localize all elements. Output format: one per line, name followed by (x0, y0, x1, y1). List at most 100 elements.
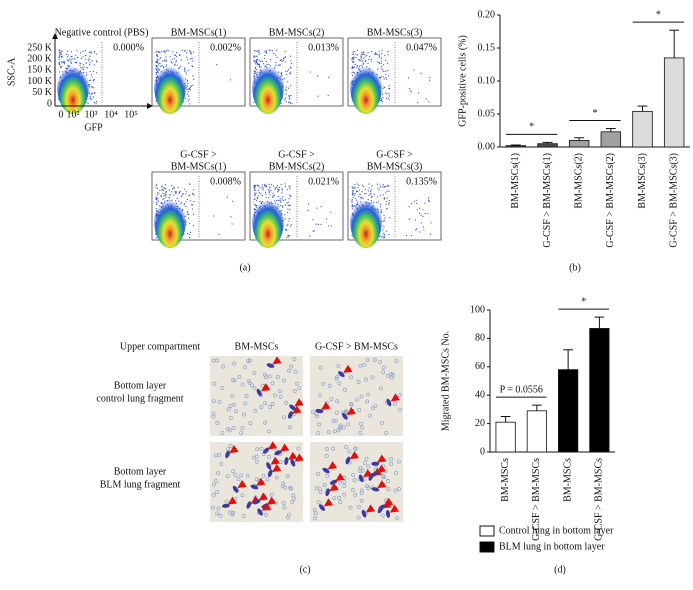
event-dot (164, 184, 167, 186)
event-dot (287, 69, 290, 71)
event-dot (189, 222, 191, 225)
pore (265, 477, 270, 482)
event-dot (70, 51, 73, 53)
pore (231, 425, 236, 430)
event-dot (281, 189, 283, 191)
pore (240, 382, 245, 387)
pore (370, 375, 375, 380)
event-dot (381, 67, 383, 70)
event-dot (269, 186, 271, 188)
pore (397, 407, 402, 412)
event-dot (380, 99, 382, 102)
event-dot (282, 205, 284, 207)
y-tick-label: 60 (475, 361, 485, 372)
event-dot (284, 183, 286, 185)
event-dot (155, 68, 158, 70)
event-dot (383, 186, 385, 189)
event-dot (187, 59, 189, 61)
event-dot (379, 235, 381, 237)
event-dot (427, 212, 429, 215)
event-dot (89, 70, 91, 73)
x-tick-label: 10² (67, 109, 80, 120)
event-dot (190, 57, 192, 60)
event-dot (264, 185, 266, 188)
event-dot (358, 184, 360, 186)
pore (227, 428, 232, 433)
y-tick-label: 0.20 (478, 9, 496, 20)
event-dot (91, 60, 93, 62)
cell (287, 411, 293, 419)
event-dot (284, 50, 286, 53)
arrow (229, 445, 239, 454)
pore (350, 488, 355, 493)
event-dot (410, 202, 412, 205)
event-dot (175, 51, 178, 54)
legend-label: BLM lung in bottom layer (499, 541, 605, 552)
event-dot (265, 50, 267, 52)
event-dot (80, 57, 83, 59)
micrograph (210, 441, 304, 522)
event-dot (162, 189, 165, 192)
y-tick-label: 50 K (32, 87, 53, 98)
event-dot (379, 195, 381, 197)
pore (341, 425, 346, 430)
error-bar (605, 128, 616, 132)
event-dot (315, 223, 317, 225)
pore (218, 513, 223, 518)
event-dot (285, 90, 287, 92)
event-dot (187, 69, 190, 71)
event-dot (265, 52, 267, 54)
arrow (321, 401, 331, 410)
pore (219, 462, 224, 467)
pore (315, 414, 320, 419)
event-dot (364, 56, 366, 58)
pore (283, 400, 288, 405)
plot-frame (249, 171, 344, 241)
pore (289, 486, 293, 491)
pore (263, 512, 268, 517)
cell (256, 388, 262, 397)
event-dot (413, 69, 415, 71)
event-dot (422, 226, 424, 228)
event-dot (352, 60, 354, 63)
event-dot (351, 53, 353, 55)
event-dot (88, 79, 91, 82)
event-dot (351, 58, 353, 60)
event-dot (59, 55, 61, 57)
column-label: G-CSF > BM-MSCs (315, 341, 398, 352)
event-dot (173, 186, 175, 188)
event-dot (389, 217, 391, 219)
event-dot (376, 183, 378, 185)
pore (316, 471, 321, 476)
event-dot (388, 95, 390, 97)
legend-swatch (479, 541, 495, 553)
pore (335, 399, 340, 404)
event-dot (380, 62, 383, 64)
event-dot (165, 56, 167, 58)
pore (282, 378, 287, 383)
event-dot (382, 184, 384, 186)
pore (239, 430, 244, 435)
plot-title: BM-MSCs(1) (171, 27, 227, 38)
event-dot (183, 101, 185, 103)
event-dot (383, 234, 386, 236)
row-label: control lung fragment (96, 393, 183, 404)
cell (221, 503, 230, 508)
event-dot (156, 237, 158, 239)
arrow (390, 393, 401, 402)
pore (272, 393, 277, 398)
event-dot (257, 185, 259, 187)
header: Upper compartment (120, 341, 200, 352)
event-dot (430, 233, 432, 235)
pore (390, 372, 395, 377)
cell (253, 499, 261, 505)
event-dot (156, 54, 158, 56)
event-dot (187, 232, 189, 235)
event-dot (259, 187, 261, 189)
x-tick-label: G-CSF > BM-MSCs(3) (668, 153, 679, 248)
event-dot (85, 55, 87, 57)
pore (333, 418, 338, 423)
event-dot (91, 98, 93, 100)
event-dot (88, 51, 90, 53)
pore (349, 402, 354, 407)
